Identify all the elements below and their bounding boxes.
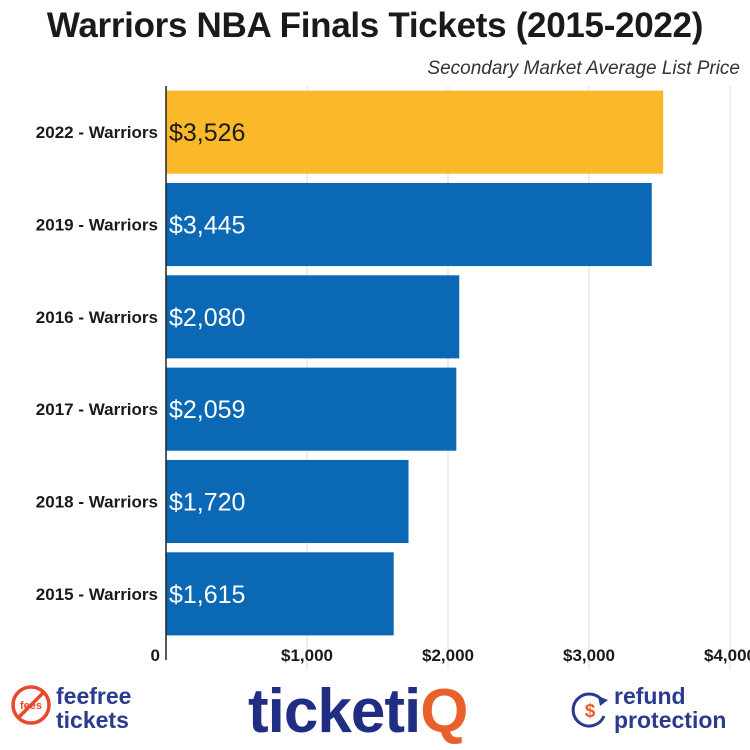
bar	[166, 367, 457, 451]
bar	[166, 552, 394, 636]
x-tick-label: $4,000	[704, 646, 750, 665]
ticketiq-logo[interactable]: ticketiQ	[248, 676, 468, 747]
data-label: $1,615	[169, 581, 245, 609]
bar-chart: 2022 - Warriors $3,526 2019 - Warriors $3,4…	[36, 86, 750, 670]
bar	[166, 275, 460, 359]
refund-protection-logo[interactable]: refund protection	[614, 684, 726, 732]
data-label: $2,080	[169, 304, 245, 332]
data-label: $2,059	[169, 396, 245, 424]
bar	[166, 459, 409, 544]
brand-accent: Q	[420, 677, 468, 746]
category-label: 2017 - Warriors	[36, 400, 158, 419]
refund-line2: protection	[614, 707, 727, 733]
feefree-line2: tickets	[56, 707, 129, 733]
category-label: 2015 - Warriors	[36, 585, 158, 604]
brand-main: ticketi	[248, 677, 421, 746]
category-label: 2022 - Warriors	[36, 123, 158, 142]
data-label: $3,445	[169, 212, 245, 240]
category-label: 2019 - Warriors	[36, 216, 158, 235]
refund-icon: $	[571, 692, 608, 728]
x-tick-label: $3,000	[563, 646, 615, 665]
chart-title: Warriors NBA Finals Tickets (2015-2022)	[46, 6, 704, 45]
no-fees-icon-text: fees	[20, 700, 42, 712]
feefree-tickets-logo[interactable]: feefree tickets	[56, 684, 131, 732]
data-label: $3,526	[169, 119, 245, 147]
category-label: 2016 - Warriors	[36, 308, 158, 327]
bar	[166, 182, 652, 267]
chart-subtitle: Secondary Market Average List Price	[427, 58, 740, 79]
refund-icon-text: $	[585, 701, 596, 722]
x-tick-label: $2,000	[422, 646, 474, 665]
x-tick-label: 0	[151, 646, 160, 665]
x-tick-label: $1,000	[281, 646, 333, 665]
category-label: 2018 - Warriors	[36, 493, 158, 512]
refund-line1: refund	[614, 683, 686, 709]
no-fees-icon: fees	[11, 685, 51, 725]
data-label: $1,720	[169, 489, 245, 517]
bar	[166, 90, 664, 174]
footer: fees feefree tickets ticketiQ $ refund p…	[0, 676, 750, 750]
feefree-line1: feefree	[56, 683, 132, 709]
